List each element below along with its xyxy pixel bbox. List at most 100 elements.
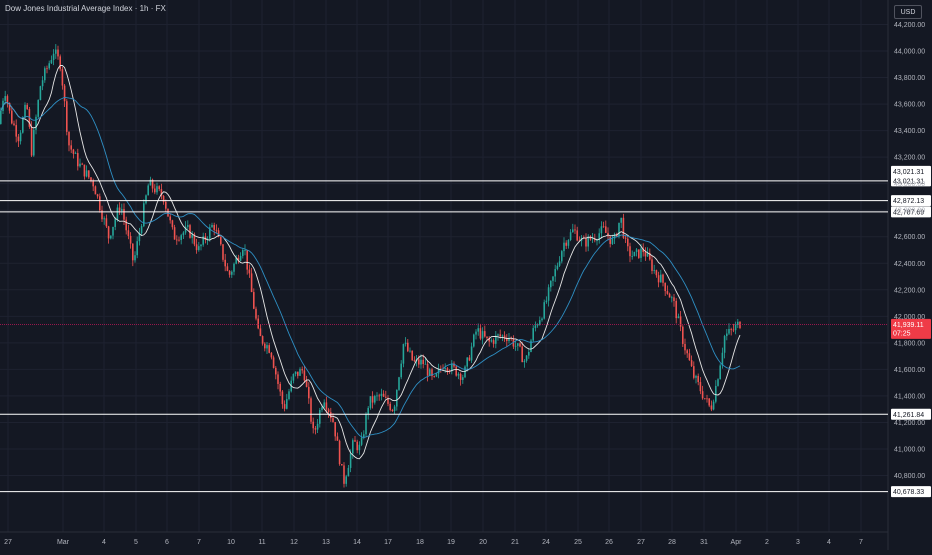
candle-body (94, 186, 97, 195)
candle-body (462, 377, 464, 380)
candle-body (367, 407, 369, 415)
candle-body (253, 292, 255, 309)
candle-body (286, 399, 288, 409)
candle-body (638, 249, 640, 258)
candle-body (217, 230, 220, 237)
candle-body (147, 185, 149, 196)
candle-body (620, 217, 622, 223)
price-tick-label: 43,800.00 (894, 75, 925, 82)
candle-body (706, 398, 708, 400)
time-tick-label: 27 (637, 539, 645, 546)
candle-body (283, 404, 286, 409)
candle-body (17, 136, 20, 142)
candle-body (226, 266, 229, 271)
candle-body (363, 434, 365, 438)
candle-body (160, 189, 163, 196)
candle-body (569, 232, 572, 240)
candle-body (567, 239, 570, 246)
candle-body (640, 248, 642, 258)
candle-body (110, 235, 112, 239)
candle-body (237, 257, 240, 261)
candle-body (132, 243, 134, 261)
price-tick-label: 42,200.00 (894, 287, 925, 294)
time-tick-label: 13 (322, 539, 330, 546)
candle-body (532, 328, 534, 341)
candle-body (468, 357, 471, 361)
candle-body (422, 359, 424, 365)
candle-body (180, 235, 182, 240)
candle-body (490, 340, 493, 342)
candle-body (360, 437, 363, 445)
time-tick-label: 4 (827, 539, 831, 546)
time-tick-label: 27 (4, 539, 12, 546)
candle-body (653, 270, 655, 271)
candle-body (387, 397, 389, 404)
candle-body (24, 104, 26, 118)
candle-body (426, 363, 429, 376)
candle-body (739, 321, 741, 329)
candle-body (77, 153, 79, 167)
candle-body (325, 402, 328, 410)
candle-body (671, 297, 673, 299)
candle-body (30, 126, 33, 156)
candle-body (550, 280, 552, 288)
candle-body (572, 229, 574, 233)
candle-body (530, 340, 532, 353)
candle-body (105, 218, 108, 227)
price-tick-label: 43,600.00 (894, 102, 925, 109)
candle-body (44, 68, 46, 81)
candle-body (437, 368, 440, 374)
price-tick-label: 42,800.00 (894, 208, 925, 215)
candle-body (149, 179, 152, 186)
candle-body (101, 210, 103, 220)
candle-body (649, 252, 651, 260)
candle-body (376, 395, 378, 397)
candle-body (618, 222, 620, 237)
candle-body (662, 274, 664, 283)
candle-body (184, 226, 187, 233)
candle-body (352, 440, 354, 454)
time-tick-label: 7 (859, 539, 863, 546)
candle-body (420, 359, 422, 365)
candle-body (88, 170, 90, 178)
price-axis[interactable] (888, 0, 932, 550)
candle-body (561, 251, 563, 262)
candle-body (279, 383, 281, 392)
current-price-badge[interactable] (891, 318, 931, 339)
candle-body (343, 465, 345, 484)
candle-body (63, 85, 66, 102)
candle-body (525, 355, 528, 361)
candle-body (380, 393, 383, 396)
candle-body (347, 467, 350, 477)
bar-countdown-label: 07:25 (893, 330, 911, 337)
candle-body (57, 49, 59, 57)
candle-body (413, 360, 416, 362)
candle-body (171, 220, 174, 228)
candle-body (574, 229, 576, 231)
candle-body (651, 259, 653, 271)
candle-body (255, 308, 257, 319)
candle-body (358, 444, 361, 451)
candle-body (677, 316, 680, 319)
candle-body (66, 101, 68, 132)
candle-body (272, 357, 275, 368)
level-price-label: 41,261.84 (893, 412, 924, 419)
candle-body (679, 316, 682, 327)
candle-body (11, 110, 13, 124)
candle-body (257, 318, 259, 329)
currency-button[interactable]: USD (894, 5, 922, 19)
candle-body (613, 234, 616, 239)
candle-body (327, 409, 330, 413)
candle-body (55, 49, 57, 54)
candle-body (259, 328, 262, 337)
candle-body (488, 338, 490, 342)
time-tick-label: 14 (353, 539, 361, 546)
price-tick-label: 42,600.00 (894, 234, 925, 241)
candle-body (206, 238, 209, 240)
time-tick-label: 4 (102, 539, 106, 546)
candle-body (642, 248, 644, 253)
candle-body (167, 208, 169, 217)
candle-body (686, 350, 688, 354)
